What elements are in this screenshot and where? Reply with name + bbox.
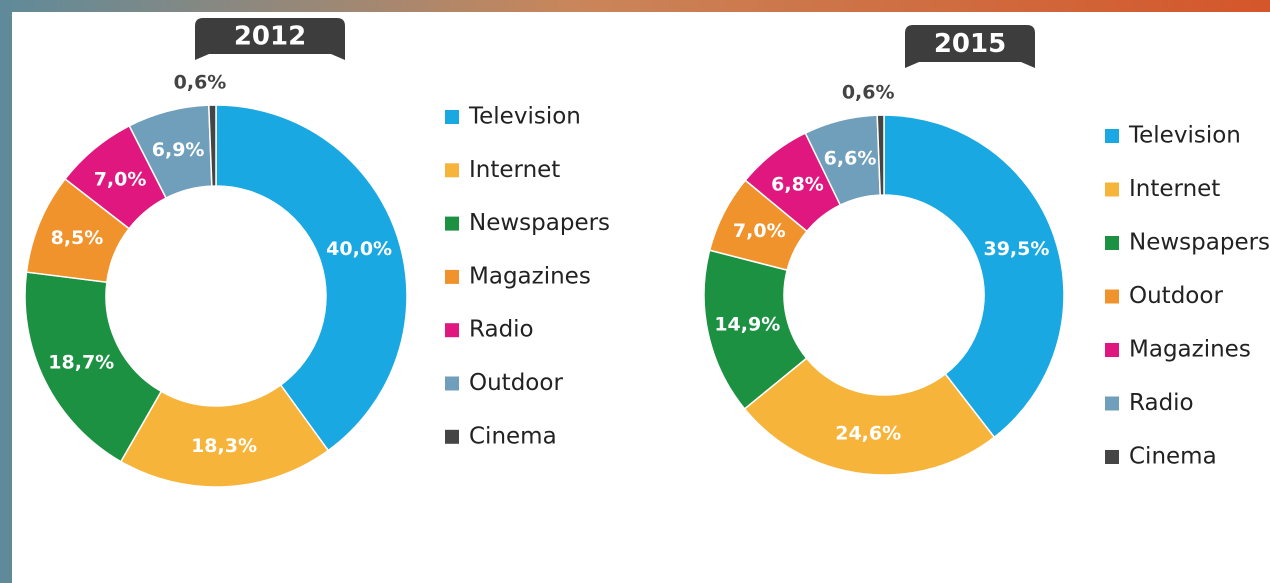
title-tab [905,25,1035,68]
legend-label: Radio [469,317,534,343]
legend-swatch [1105,182,1119,197]
data-label: 6,9% [152,139,205,161]
data-label: 0,6% [842,82,895,104]
legend-label: Magazines [469,263,591,289]
data-label: 7,0% [94,169,147,191]
data-label: 0,6% [174,72,227,94]
donut-segment [876,114,885,196]
legend-swatch [1105,289,1119,304]
data-label: 7,0% [733,220,786,242]
donut-segment [883,114,1065,439]
donut-segment [119,383,330,488]
legend-swatch [1105,343,1119,357]
donut-segment [208,104,217,187]
legend-swatch [445,216,459,231]
donut-segment [215,104,408,452]
legend-label: Internet [1129,176,1220,202]
legend-label: Outdoor [469,370,563,396]
legend-swatch [1105,236,1119,250]
legend-label: Television [1128,123,1241,149]
donut-segment [24,271,163,463]
title-tab [195,18,345,60]
data-label: 14,9% [714,314,780,336]
legend-label: Outdoor [1129,283,1223,309]
data-label: 40,0% [326,238,392,260]
legend-label: Radio [1129,390,1194,416]
panel [12,12,1270,583]
legend-swatch [1105,396,1119,411]
data-label: 18,7% [48,352,114,374]
legend-swatch [445,269,459,284]
donut-segment [743,357,996,476]
legend-swatch [1105,129,1119,143]
legend-swatch [445,110,459,124]
data-label: 18,3% [191,435,257,457]
legend-label: Magazines [1129,337,1251,363]
legend-label: Internet [469,157,560,183]
chart-title: 2015 [934,29,1006,59]
legend-swatch [445,323,459,338]
legend-label: Cinema [469,423,557,449]
legend-label: Newspapers [469,210,610,236]
legend-swatch [445,429,459,444]
legend-swatch [445,163,459,178]
legend-label: Television [468,104,581,130]
legend-label: Cinema [1129,444,1217,470]
data-label: 24,6% [835,423,901,445]
data-label: 6,8% [771,173,824,195]
data-label: 39,5% [983,238,1049,260]
data-label: 6,6% [824,148,877,170]
data-label: 8,5% [51,227,104,249]
chart-title: 2012 [234,22,306,52]
legend-swatch [445,376,459,391]
legend-swatch [1105,450,1119,464]
legend-label: Newspapers [1129,230,1270,256]
